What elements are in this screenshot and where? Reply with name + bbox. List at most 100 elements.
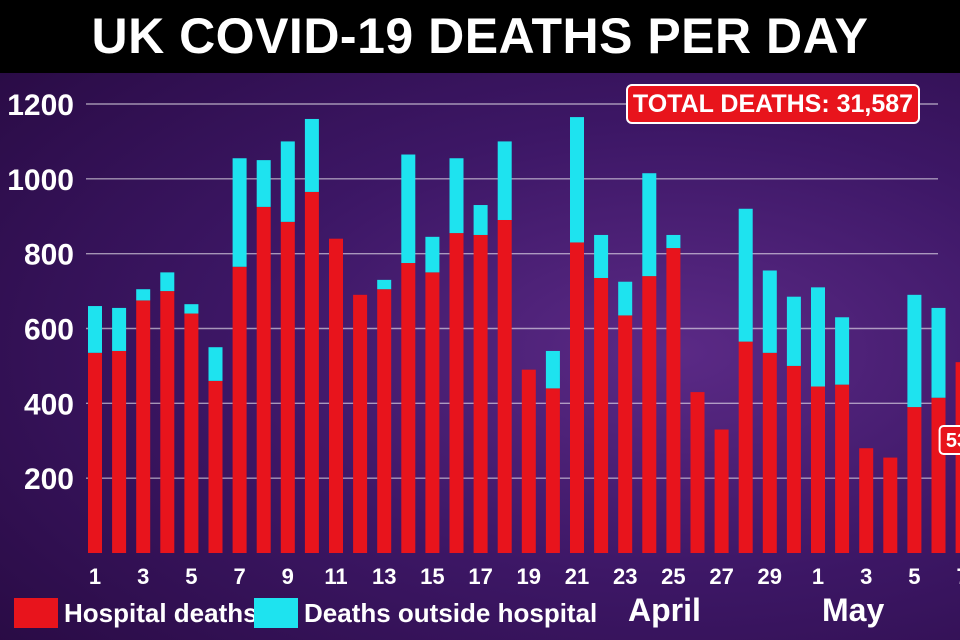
bar-outside bbox=[907, 294, 922, 408]
bar-outside bbox=[762, 270, 777, 353]
bar-hospital bbox=[642, 276, 657, 553]
bar-hospital bbox=[136, 300, 151, 553]
bar-outside bbox=[425, 236, 440, 273]
x-tick-label: 1 bbox=[812, 564, 824, 589]
legend-label-hospital: Hospital deaths bbox=[64, 598, 258, 628]
x-tick-label: 25 bbox=[661, 564, 685, 589]
legend-swatch-hospital bbox=[14, 598, 58, 628]
bar-hospital bbox=[232, 266, 247, 553]
bar-hospital bbox=[521, 369, 536, 553]
bar-outside bbox=[473, 205, 488, 235]
x-tick-label: 11 bbox=[324, 564, 347, 589]
x-tick-label: 29 bbox=[758, 564, 782, 589]
bar-hospital bbox=[907, 407, 922, 553]
bar-hospital bbox=[88, 352, 102, 553]
y-tick-label: 400 bbox=[24, 388, 74, 421]
bar-hospital bbox=[473, 234, 488, 554]
bar-outside bbox=[594, 234, 609, 278]
bar-hospital bbox=[690, 392, 705, 553]
bar-hospital bbox=[786, 365, 801, 553]
bar-outside bbox=[570, 117, 584, 243]
x-tick-label: 19 bbox=[517, 564, 541, 589]
bar-outside bbox=[184, 304, 199, 314]
month-label-may: May bbox=[822, 592, 885, 628]
bar-hospital bbox=[304, 191, 319, 553]
bar-hospital bbox=[160, 291, 175, 553]
y-tick-label: 600 bbox=[24, 314, 74, 347]
x-tick-label: 27 bbox=[709, 564, 733, 589]
bar-outside bbox=[497, 141, 512, 220]
bar-outside bbox=[618, 281, 633, 316]
bar-hospital bbox=[955, 362, 960, 553]
legend-label-outside: Deaths outside hospital bbox=[304, 598, 598, 628]
bar-hospital bbox=[449, 233, 464, 553]
bar-outside bbox=[136, 289, 151, 301]
title-bar: UK COVID-19 DEATHS PER DAY bbox=[0, 0, 960, 73]
bar-outside bbox=[112, 307, 127, 351]
bar-hospital bbox=[762, 352, 777, 553]
bar-outside bbox=[232, 158, 247, 267]
chart-title: UK COVID-19 DEATHS PER DAY bbox=[91, 8, 869, 64]
month-label-april: April bbox=[628, 592, 701, 628]
bar-hospital bbox=[353, 294, 368, 553]
x-tick-label: 7 bbox=[233, 564, 245, 589]
bar-outside bbox=[835, 317, 850, 385]
bar-outside bbox=[786, 296, 801, 366]
bar-outside bbox=[449, 158, 464, 234]
bar-hospital bbox=[545, 388, 560, 553]
x-tick-label: 15 bbox=[420, 564, 444, 589]
bar-hospital bbox=[329, 238, 343, 553]
total-deaths-badge: TOTAL DEATHS: 31,587 bbox=[626, 84, 920, 124]
bar-hospital bbox=[714, 429, 729, 553]
x-tick-label: 7 bbox=[956, 564, 960, 589]
bar-hospital bbox=[184, 313, 199, 553]
bar-hospital bbox=[401, 263, 416, 553]
bar-outside bbox=[208, 347, 223, 381]
x-tick-label: 23 bbox=[613, 564, 637, 589]
bar-hospital bbox=[377, 289, 392, 553]
bar-outside bbox=[160, 272, 175, 292]
x-tick-label: 3 bbox=[137, 564, 149, 589]
x-tick-label: 1 bbox=[89, 564, 101, 589]
bar-outside bbox=[811, 287, 825, 387]
y-tick-label: 1200 bbox=[7, 89, 74, 122]
x-tick-label: 13 bbox=[372, 564, 396, 589]
bar-hospital bbox=[497, 219, 512, 553]
bar-outside bbox=[738, 208, 753, 342]
bar-outside bbox=[545, 350, 560, 389]
x-tick-label: 3 bbox=[860, 564, 872, 589]
bar-hospital bbox=[256, 206, 271, 554]
bar-outside bbox=[377, 279, 392, 290]
bar-outside bbox=[256, 160, 271, 207]
bar-hospital bbox=[835, 384, 850, 553]
data-label: 539 bbox=[946, 430, 960, 452]
bar-hospital bbox=[811, 386, 825, 553]
bar-hospital bbox=[883, 457, 898, 553]
x-tick-label: 17 bbox=[468, 564, 492, 589]
bar-hospital bbox=[425, 272, 440, 553]
bar-hospital bbox=[208, 380, 223, 553]
bar-hospital bbox=[618, 315, 633, 553]
bar-hospital bbox=[859, 448, 874, 553]
x-tick-label: 5 bbox=[908, 564, 920, 589]
total-deaths-text: TOTAL DEATHS: 31,587 bbox=[632, 90, 914, 118]
bar-outside bbox=[88, 306, 102, 353]
bar-hospital bbox=[570, 242, 584, 554]
bar-outside bbox=[642, 173, 657, 277]
bar-hospital bbox=[112, 350, 127, 553]
bar-hospital bbox=[280, 221, 295, 554]
bar-hospital bbox=[738, 341, 753, 553]
y-tick-label: 200 bbox=[24, 463, 74, 496]
y-tick-label: 800 bbox=[24, 239, 74, 272]
bar-outside bbox=[931, 307, 946, 398]
bar-outside bbox=[280, 141, 295, 222]
bar-hospital bbox=[931, 397, 946, 553]
bar-hospital bbox=[594, 277, 609, 553]
y-tick-label: 1000 bbox=[7, 164, 74, 197]
bar-outside bbox=[401, 154, 416, 264]
legend-swatch-outside bbox=[254, 598, 298, 628]
x-tick-label: 5 bbox=[185, 564, 197, 589]
bar-outside bbox=[666, 234, 681, 249]
